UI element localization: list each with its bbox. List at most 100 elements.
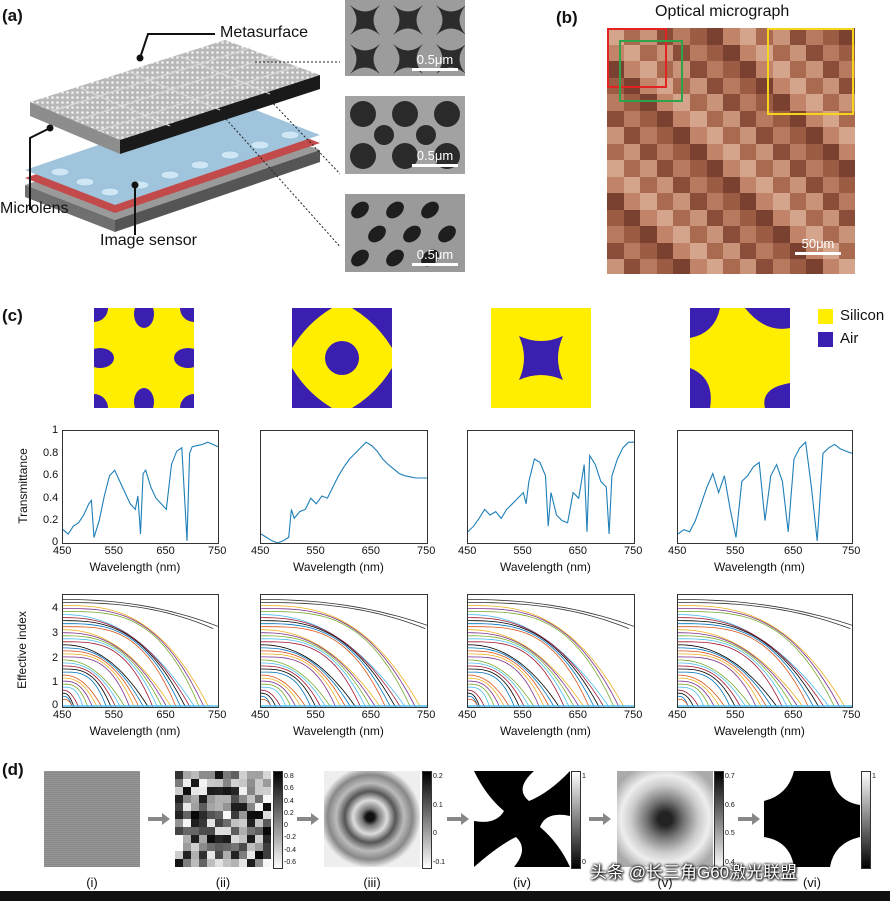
checker-cell: [231, 843, 239, 851]
checker-cell: [199, 851, 207, 859]
micrograph-pixel: [773, 61, 790, 78]
mode-curve: [468, 662, 530, 707]
mode-curve: [468, 650, 550, 707]
mode-curve: [468, 602, 630, 629]
step-label-ii: (ii): [215, 875, 231, 890]
micrograph-pixel: [673, 226, 691, 243]
micrograph-pixel: [723, 110, 741, 128]
micrograph-pixel: [839, 44, 855, 62]
micrograph-pixel: [706, 226, 724, 243]
checker-cell: [223, 843, 231, 851]
micrograph-pixel: [607, 259, 624, 274]
mode-curve: [678, 617, 825, 707]
checker-cell: [191, 811, 199, 819]
mode-curve: [63, 629, 172, 707]
checker-cell: [231, 827, 239, 835]
mode-curve: [678, 635, 794, 707]
transmittance-ylabel: Transmittance: [15, 448, 30, 524]
mode-curve: [468, 638, 570, 707]
effective-index-xtick: 750: [208, 709, 227, 721]
micrograph-pixel: [773, 193, 790, 210]
checker-cell: [207, 803, 215, 811]
checker-cell: [191, 851, 199, 859]
micrograph-scalebar: 50μm: [795, 236, 841, 255]
step-arrow-5: [738, 813, 760, 825]
checker-cell: [231, 835, 239, 843]
sem-image-ellipse: [345, 194, 465, 272]
e-ytick-1: 1: [52, 676, 59, 688]
t-ytick-08: 0.8: [43, 447, 59, 459]
colorbar-tick: 0.4: [284, 797, 294, 805]
micrograph-pixel: [789, 160, 807, 177]
transmittance-curve-2: [261, 441, 427, 543]
micrograph-pixel: [822, 193, 840, 210]
checker-cell: [255, 811, 263, 819]
mode-curve: [468, 677, 505, 707]
mode-curve: [261, 599, 427, 626]
mode-curve: [468, 659, 535, 707]
micrograph-pixel: [723, 77, 741, 95]
micrograph-pixel: [806, 94, 824, 111]
checker-cell: [215, 859, 223, 867]
checker-cell: [223, 811, 231, 819]
micrograph-pixel: [739, 176, 757, 194]
micrograph-pixel: [640, 176, 658, 194]
mode-curve: [63, 632, 168, 707]
mode-curve: [261, 608, 416, 707]
micrograph-pixel: [822, 259, 840, 274]
checker-cell: [191, 787, 199, 795]
checker-cell: [199, 811, 207, 819]
panel-a-label: (a): [2, 6, 23, 25]
checker-cell: [215, 771, 223, 779]
micrograph-pixel: [723, 176, 741, 194]
effective-index-plot-4: [677, 594, 853, 708]
mode-curve: [468, 680, 500, 707]
effective-index-xlabel: Wavelength (nm): [500, 724, 591, 738]
colorbar-tick: 0.8: [284, 773, 294, 780]
transmittance-xtick: 550: [104, 545, 124, 557]
micrograph-pixel: [690, 77, 707, 95]
micrograph-pixel: [723, 44, 741, 62]
checker-cell: [247, 771, 255, 779]
checker-cell: [263, 827, 271, 835]
mode-curve: [63, 671, 107, 707]
mode-curve: [261, 647, 351, 707]
legend-swatch-air: [818, 332, 833, 347]
micrograph-pixel: [806, 160, 824, 177]
e-ytick-0: 0: [52, 699, 59, 711]
micrograph-pixel: [623, 226, 641, 243]
checker-cell: [263, 843, 271, 851]
step-iii-image: [324, 771, 420, 867]
mode-curve: [261, 656, 337, 707]
mode-curve: [63, 599, 218, 627]
micrograph-pixel: [640, 160, 658, 177]
colorbar-tick: 0.5: [725, 830, 735, 838]
mode-curve: [261, 689, 282, 707]
checker-cell: [223, 787, 231, 795]
micrograph-pixel: [739, 44, 757, 62]
mode-curve: [261, 626, 386, 707]
effective-index-xlabel: Wavelength (nm): [89, 724, 181, 738]
micrograph-pixel: [756, 209, 774, 227]
checker-cell: [199, 787, 207, 795]
transmittance-xtick: 550: [726, 545, 745, 557]
sem-scalebar-3: 0.5μm: [412, 247, 458, 266]
micrograph-pixel: [640, 127, 658, 144]
mode-curve: [468, 641, 565, 707]
micrograph-pixel: [706, 259, 724, 274]
micrograph-pixel: [822, 127, 840, 144]
step-label-iii: (iii): [363, 875, 381, 890]
micrograph-pixel: [690, 127, 707, 144]
effective-index-plot-1: [62, 594, 219, 708]
micrograph-pixel: [706, 44, 724, 62]
step-iv-colorbar: [571, 771, 581, 869]
mode-curve: [63, 620, 186, 707]
micrograph-pixel: [739, 94, 757, 111]
mode-curve: [261, 635, 371, 707]
mode-curve: [63, 692, 75, 707]
mode-curve: [678, 650, 768, 707]
checker-cell: [239, 819, 247, 827]
step-label-v: (v): [657, 875, 673, 890]
checker-cell: [183, 843, 191, 851]
mode-curve: [261, 629, 381, 707]
